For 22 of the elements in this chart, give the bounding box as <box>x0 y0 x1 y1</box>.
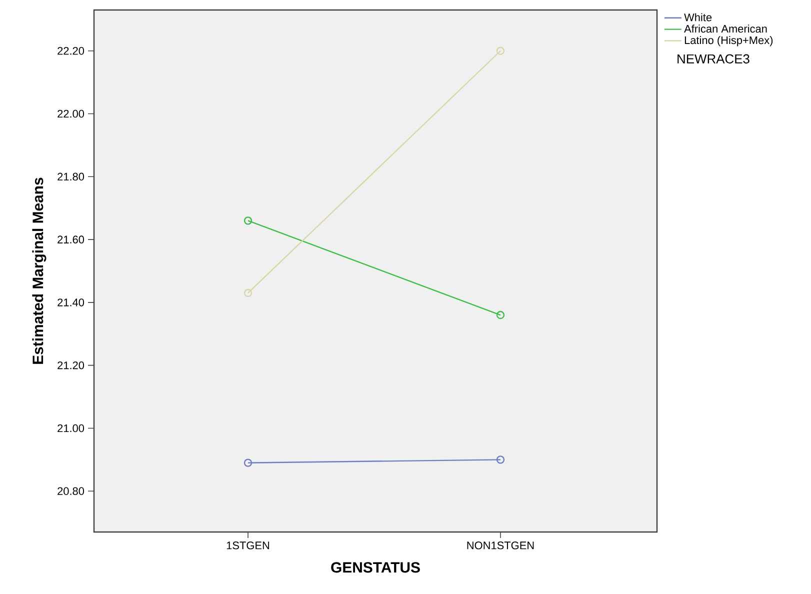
y-tick-label: 21.60 <box>58 236 84 244</box>
legend-label: White <box>684 13 712 22</box>
y-tick-label: 21.20 <box>58 361 84 370</box>
point <box>244 288 252 298</box>
y-tick-label: 22.00 <box>58 110 84 118</box>
y-tick-label: 21.80 <box>58 172 84 181</box>
y-tick-label: 21.00 <box>58 424 84 432</box>
point <box>244 216 252 225</box>
y-tick-label: 21.40 <box>58 298 84 306</box>
legend-label: African American <box>684 24 767 33</box>
legend-title: NEWRACE3 <box>678 54 750 64</box>
y-tick-label: 22.20 <box>58 47 84 55</box>
point <box>496 46 505 55</box>
x-tick-label: NON1STGEN <box>467 542 534 550</box>
y-axis-title: Estimated Marginal Means <box>32 178 46 364</box>
x-tick-label: 1STGEN <box>226 542 270 550</box>
x-axis-title: GENSTATUS <box>331 562 420 573</box>
point <box>244 458 252 467</box>
legend-label: Latino (Hisp+Mex) <box>684 36 773 46</box>
point <box>496 456 505 464</box>
y-tick-label: 20.80 <box>58 487 84 495</box>
point <box>496 310 505 320</box>
